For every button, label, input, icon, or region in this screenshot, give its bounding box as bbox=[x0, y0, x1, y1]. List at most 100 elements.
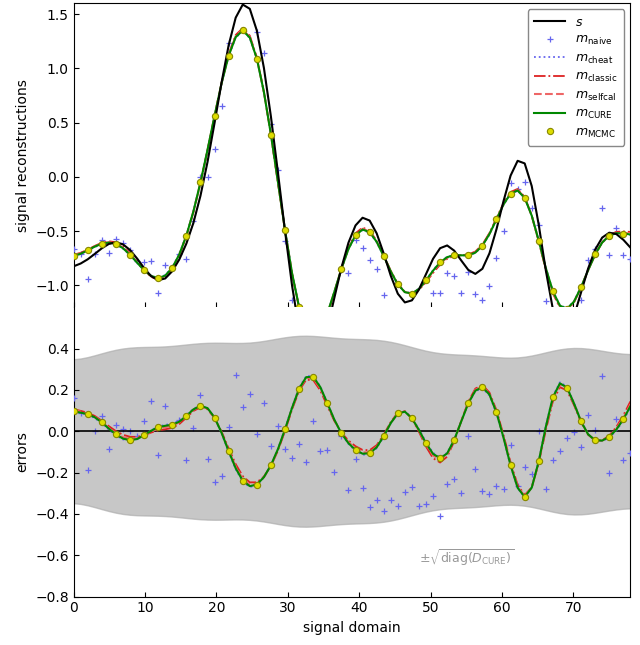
$m_{\mathrm{cheat}}$ bbox=[415, 284, 423, 292]
$m_{\mathrm{classic}}$ bbox=[577, 284, 585, 292]
$m_{\mathrm{MCMC}}$ bbox=[422, 277, 430, 284]
Line: $m_{\mathrm{CURE}}$: $m_{\mathrm{CURE}}$ bbox=[74, 30, 630, 335]
$m_{\mathrm{MCMC}}$ bbox=[549, 288, 557, 295]
$m_{\mathrm{MCMC}}$ bbox=[591, 250, 599, 258]
$m_{\mathrm{selfcal}}$ bbox=[309, 332, 317, 340]
$m_{\mathrm{MCMC}}$ bbox=[535, 237, 543, 244]
$m_{\mathrm{MCMC}}$ bbox=[479, 242, 486, 250]
$m_{\mathrm{cheat}}$ bbox=[444, 253, 451, 261]
$m_{\mathrm{cheat}}$ bbox=[239, 27, 246, 35]
$m_{\mathrm{CURE}}$ bbox=[444, 253, 451, 261]
$m_{\mathrm{naive}}$ bbox=[330, 315, 338, 323]
$m_{\mathrm{selfcal}}$ bbox=[627, 230, 634, 237]
$m_{\mathrm{MCMC}}$ bbox=[84, 246, 92, 254]
$m_{\mathrm{selfcal}}$ bbox=[577, 283, 585, 291]
$m_{\mathrm{MCMC}}$ bbox=[605, 232, 613, 239]
$m_{\mathrm{MCMC}}$ bbox=[408, 290, 416, 297]
$m_{\mathrm{naive}}$ bbox=[70, 245, 77, 253]
$s$ bbox=[330, 294, 338, 302]
Line: $m_{\mathrm{naive}}$: $m_{\mathrm{naive}}$ bbox=[70, 0, 634, 376]
$m_{\mathrm{CURE}}$ bbox=[422, 277, 430, 284]
$m_{\mathrm{selfcal}}$ bbox=[465, 251, 472, 259]
$m_{\mathrm{CURE}}$ bbox=[239, 26, 246, 34]
$m_{\mathrm{cheat}}$ bbox=[309, 331, 317, 339]
$m_{\mathrm{selfcal}}$ bbox=[422, 277, 430, 285]
$m_{\mathrm{classic}}$ bbox=[422, 278, 430, 286]
$m_{\mathrm{naive}}$ bbox=[627, 255, 634, 263]
$m_{\mathrm{MCMC}}$ bbox=[281, 226, 289, 234]
$m_{\mathrm{naive}}$ bbox=[302, 369, 310, 377]
$m_{\mathrm{MCMC}}$ bbox=[154, 274, 162, 282]
$m_{\mathrm{MCMC}}$ bbox=[620, 230, 627, 237]
$m_{\mathrm{CURE}}$ bbox=[415, 285, 423, 293]
$m_{\mathrm{cheat}}$ bbox=[422, 276, 430, 284]
$m_{\mathrm{CURE}}$ bbox=[465, 252, 472, 259]
$m_{\mathrm{naive}}$ bbox=[422, 308, 430, 316]
$m_{\mathrm{cheat}}$ bbox=[465, 252, 472, 259]
Line: $m_{\mathrm{MCMC}}$: $m_{\mathrm{MCMC}}$ bbox=[70, 27, 627, 339]
$m_{\mathrm{cheat}}$ bbox=[577, 283, 585, 291]
$m_{\mathrm{cheat}}$ bbox=[330, 288, 338, 295]
Line: $s$: $s$ bbox=[74, 5, 630, 364]
$m_{\mathrm{MCMC}}$ bbox=[140, 266, 148, 274]
$s$ bbox=[309, 360, 317, 368]
$m_{\mathrm{MCMC}}$ bbox=[507, 190, 515, 197]
$m_{\mathrm{MCMC}}$ bbox=[563, 305, 571, 313]
$m_{\mathrm{MCMC}}$ bbox=[239, 26, 246, 34]
$m_{\mathrm{classic}}$ bbox=[415, 286, 423, 293]
Line: $m_{\mathrm{selfcal}}$: $m_{\mathrm{selfcal}}$ bbox=[74, 30, 630, 336]
$s$ bbox=[70, 263, 77, 270]
$m_{\mathrm{naive}}$ bbox=[444, 270, 451, 277]
$m_{\mathrm{MCMC}}$ bbox=[211, 112, 218, 119]
$m_{\mathrm{cheat}}$ bbox=[627, 231, 634, 239]
$m_{\mathrm{MCMC}}$ bbox=[253, 55, 260, 63]
$m_{\mathrm{MCMC}}$ bbox=[380, 252, 388, 260]
$m_{\mathrm{MCMC}}$ bbox=[465, 252, 472, 259]
$m_{\mathrm{classic}}$ bbox=[330, 288, 338, 296]
$m_{\mathrm{MCMC}}$ bbox=[267, 131, 275, 139]
$m_{\mathrm{classic}}$ bbox=[444, 255, 451, 263]
$m_{\mathrm{MCMC}}$ bbox=[394, 281, 402, 288]
$m_{\mathrm{MCMC}}$ bbox=[366, 228, 374, 236]
$m_{\mathrm{naive}}$ bbox=[577, 297, 585, 304]
$m_{\mathrm{classic}}$ bbox=[239, 25, 246, 32]
$m_{\mathrm{MCMC}}$ bbox=[295, 303, 303, 311]
$m_{\mathrm{naive}}$ bbox=[465, 268, 472, 276]
$m_{\mathrm{MCMC}}$ bbox=[451, 252, 458, 259]
$m_{\mathrm{selfcal}}$ bbox=[444, 254, 451, 262]
$m_{\mathrm{MCMC}}$ bbox=[352, 232, 360, 239]
$s$ bbox=[239, 1, 246, 8]
$m_{\mathrm{selfcal}}$ bbox=[330, 288, 338, 296]
$m_{\mathrm{cheat}}$ bbox=[70, 252, 77, 260]
$m_{\mathrm{MCMC}}$ bbox=[168, 264, 176, 272]
$s$ bbox=[444, 242, 451, 250]
$m_{\mathrm{MCMC}}$ bbox=[196, 179, 204, 186]
$m_{\mathrm{classic}}$ bbox=[70, 251, 77, 259]
$m_{\mathrm{CURE}}$ bbox=[70, 252, 77, 260]
$m_{\mathrm{MCMC}}$ bbox=[126, 251, 134, 259]
$m_{\mathrm{CURE}}$ bbox=[577, 283, 585, 291]
$m_{\mathrm{MCMC}}$ bbox=[112, 240, 120, 248]
$s$ bbox=[465, 266, 472, 273]
$m_{\mathrm{classic}}$ bbox=[309, 333, 317, 341]
Y-axis label: signal reconstructions: signal reconstructions bbox=[15, 79, 29, 232]
$m_{\mathrm{CURE}}$ bbox=[330, 288, 338, 295]
$m_{\mathrm{selfcal}}$ bbox=[70, 252, 77, 259]
$m_{\mathrm{MCMC}}$ bbox=[98, 240, 106, 248]
$m_{\mathrm{classic}}$ bbox=[465, 251, 472, 259]
Line: $m_{\mathrm{cheat}}$: $m_{\mathrm{cheat}}$ bbox=[74, 31, 630, 335]
$m_{\mathrm{MCMC}}$ bbox=[436, 259, 444, 266]
$m_{\mathrm{MCMC}}$ bbox=[577, 283, 585, 291]
$m_{\mathrm{MCMC}}$ bbox=[70, 252, 77, 260]
$s$ bbox=[627, 244, 634, 252]
$m_{\mathrm{MCMC}}$ bbox=[182, 232, 190, 239]
$m_{\mathrm{naive}}$ bbox=[415, 325, 423, 333]
$m_{\mathrm{MCMC}}$ bbox=[323, 310, 331, 317]
$s$ bbox=[577, 288, 585, 296]
Legend: $s$, $m_{\mathrm{naive}}$, $m_{\mathrm{cheat}}$, $m_{\mathrm{classic}}$, $m_{\ma: $s$, $m_{\mathrm{naive}}$, $m_{\mathrm{c… bbox=[528, 10, 624, 146]
$m_{\mathrm{MCMC}}$ bbox=[521, 194, 529, 202]
X-axis label: signal domain: signal domain bbox=[303, 621, 401, 635]
$m_{\mathrm{selfcal}}$ bbox=[415, 285, 423, 293]
$m_{\mathrm{selfcal}}$ bbox=[239, 26, 246, 34]
Line: $m_{\mathrm{classic}}$: $m_{\mathrm{classic}}$ bbox=[74, 28, 630, 337]
